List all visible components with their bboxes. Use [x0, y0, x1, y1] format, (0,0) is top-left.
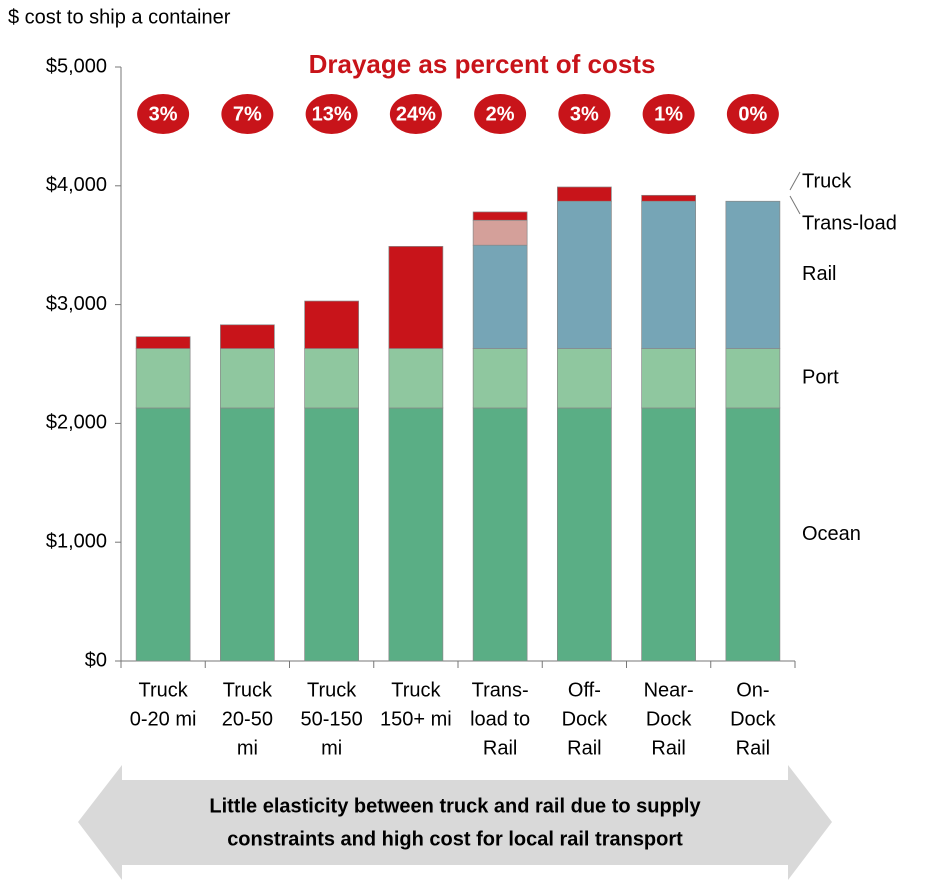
- y-tick-label: $4,000: [46, 174, 107, 196]
- series-label: Port: [802, 367, 839, 389]
- x-tick-label: Dock: [562, 708, 609, 730]
- y-tick-label: $0: [85, 649, 107, 671]
- bar-segment: [641, 407, 696, 662]
- bar-segment: [304, 348, 359, 409]
- drayage-label: 1%: [654, 103, 683, 125]
- bar-segment: [220, 407, 275, 662]
- drayage-badge: [642, 94, 695, 134]
- bar-segment: [641, 348, 696, 409]
- drayage-label: 0%: [738, 103, 767, 125]
- y-tick-label: $5,000: [46, 55, 107, 77]
- bar-segment: [304, 407, 359, 662]
- bar-segment: [304, 300, 359, 349]
- x-tick-label: Near-: [644, 679, 694, 701]
- y-tick-label: $2,000: [46, 412, 107, 434]
- series-label: Truck: [802, 170, 852, 192]
- note: constraints and high cost for local rail…: [227, 828, 683, 850]
- bar-segment: [135, 348, 191, 409]
- bar-segment: [725, 407, 781, 662]
- drayage-badge: [474, 94, 527, 134]
- x-tick-label: 150+ mi: [380, 708, 452, 730]
- bar-segment: [557, 186, 612, 202]
- drayage-label: 3%: [570, 103, 599, 125]
- note: Little elasticity between truck and rail…: [209, 795, 701, 817]
- bar-segment: [725, 348, 781, 409]
- bar-segment: [472, 211, 528, 221]
- bar-segment: [388, 348, 444, 409]
- drayage-label: 13%: [312, 103, 352, 125]
- x-tick-label: Off-: [568, 679, 601, 701]
- x-tick-label: Truck: [138, 679, 188, 701]
- x-tick-label: On-: [736, 679, 769, 701]
- bar-segment: [641, 194, 696, 202]
- drayage-label: 2%: [486, 103, 515, 125]
- x-tick-label: Rail: [567, 737, 601, 759]
- drayage-badge: [558, 94, 611, 134]
- drayage-label: 24%: [396, 103, 436, 125]
- arrow: [78, 765, 832, 880]
- series-label: Trans-load: [802, 212, 897, 234]
- drayage-badge: [389, 94, 442, 134]
- drayage-badge: [726, 94, 779, 134]
- series-label: Ocean: [802, 523, 861, 545]
- series-label: Rail: [802, 263, 836, 285]
- bar-segment: [472, 219, 528, 246]
- drayage-label: 3%: [149, 103, 178, 125]
- chart-title: Drayage as percent of costs: [309, 49, 656, 79]
- x-tick-label: 50-150: [300, 708, 362, 730]
- bar-segment: [220, 348, 275, 409]
- x-tick-label: Truck: [223, 679, 273, 701]
- x-tick-label: mi: [237, 737, 258, 759]
- x-tick-label: Truck: [391, 679, 441, 701]
- bar-segment: [472, 244, 528, 349]
- drayage-badge: [137, 94, 190, 134]
- y-axis-label: $ cost to ship a container: [8, 6, 231, 28]
- bar-segment: [557, 407, 612, 662]
- bar-segment: [135, 336, 191, 349]
- bar-segment: [220, 324, 275, 349]
- x-tick-label: load to: [470, 708, 530, 730]
- drayage-badge: [305, 94, 358, 134]
- bar-segment: [388, 246, 444, 349]
- x-tick-label: Rail: [651, 737, 685, 759]
- x-tick-label: Rail: [736, 737, 770, 759]
- bar-segment: [472, 407, 528, 662]
- drayage-badge: [221, 94, 274, 134]
- bar-segment: [472, 348, 528, 409]
- x-tick-label: Dock: [646, 708, 693, 730]
- leader-line: [789, 171, 801, 215]
- x-tick-label: 0-20 mi: [130, 708, 197, 730]
- bar-segment: [641, 200, 696, 349]
- x-tick-label: Truck: [307, 679, 357, 701]
- x-tick-label: mi: [321, 737, 342, 759]
- bar-segment: [557, 348, 612, 409]
- x-tick-label: 20-50: [222, 708, 273, 730]
- x-tick-label: Rail: [483, 737, 517, 759]
- drayage-label: 7%: [233, 103, 262, 125]
- bar-segment: [388, 407, 444, 662]
- x-tick-label: Trans-: [472, 679, 529, 701]
- y-tick-label: $3,000: [46, 293, 107, 315]
- bar-segment: [557, 200, 612, 349]
- x-tick-label: Dock: [730, 708, 777, 730]
- bar-segment: [725, 200, 781, 349]
- bar-segment: [135, 407, 191, 662]
- y-tick-label: $1,000: [46, 530, 107, 552]
